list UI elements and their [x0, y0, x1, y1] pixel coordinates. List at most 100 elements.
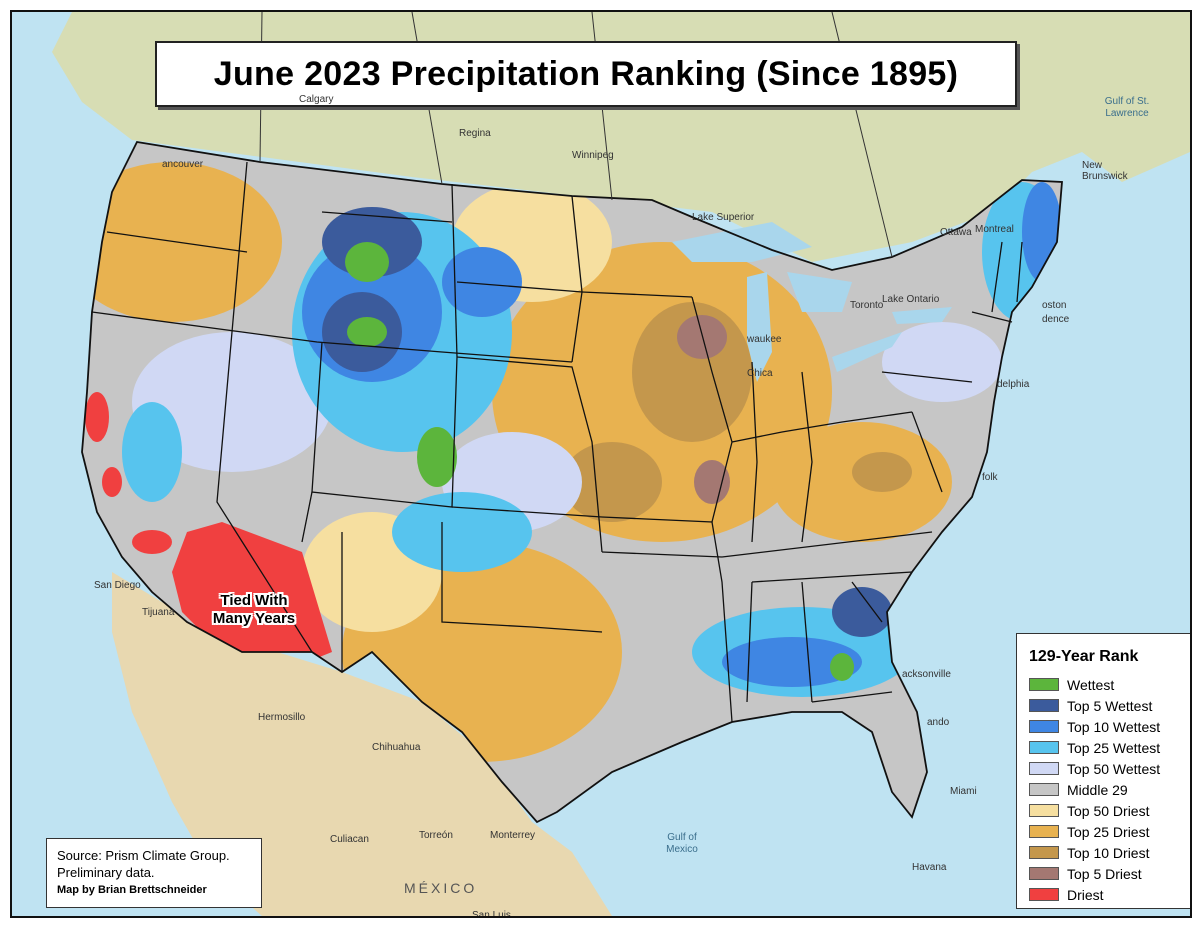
place-montreal: Montreal [975, 224, 1014, 235]
legend-label: Wettest [1067, 676, 1115, 693]
region-pacific-nw-dry [82, 162, 282, 322]
state-boundaries [81, 141, 1063, 824]
legend-label: Top 10 Driest [1067, 844, 1150, 861]
legend-swatch [1029, 825, 1059, 838]
region-arizona-driest [172, 522, 332, 672]
place-ottawa: Ottawa [940, 227, 972, 238]
legend-swatch [1029, 699, 1059, 712]
region-wyoming-wettest [347, 317, 387, 347]
lake-huron [787, 272, 852, 312]
legend-label: Top 50 Wettest [1067, 760, 1161, 777]
legend-item: Top 5 Wettest [1029, 695, 1160, 716]
source-line-2: Preliminary data. [57, 865, 155, 880]
legend-item: Top 50 Wettest [1029, 758, 1160, 779]
place-san-diego: San Diego [94, 580, 141, 591]
region-central-ca-driest [102, 467, 122, 497]
region-sd-10wet [442, 247, 522, 317]
place-lake-ontario: Lake Ontario [882, 294, 940, 305]
callout-line-2: Many Years [212, 610, 296, 627]
place-norfolk: folk [982, 472, 998, 483]
legend-label: Top 50 Driest [1067, 802, 1150, 819]
region-georgia-5wet [832, 587, 892, 637]
legend-item: Top 5 Driest [1029, 863, 1160, 884]
legend-swatch [1029, 783, 1059, 796]
place-boston: oston [1042, 300, 1067, 311]
rank-legend: 129-Year Rank Wettest Top 5 Wettest Top 10… [1016, 633, 1190, 909]
legend-label: Top 5 Wettest [1067, 697, 1153, 714]
place-winnipeg: Winnipeg [572, 150, 614, 161]
legend-item: Middle 29 [1029, 779, 1160, 800]
place-orlando: ando [927, 717, 950, 728]
place-torreon: Torreón [419, 830, 453, 841]
legend-swatch [1029, 867, 1059, 880]
place-san-luis: San Luis [472, 910, 511, 918]
region-ok-25wet [392, 492, 532, 572]
callout-line-1: Tied With [220, 592, 288, 609]
lake-michigan [747, 272, 772, 382]
source-credit: Map by Brian Brettschneider [57, 884, 207, 896]
legend-item: Top 25 Driest [1029, 821, 1160, 842]
legend-label: Top 10 Wettest [1067, 718, 1161, 735]
place-mexico: MÉXICO [404, 880, 478, 896]
place-miami: Miami [950, 786, 977, 797]
legend-swatch [1029, 888, 1059, 901]
place-havana: Havana [912, 862, 947, 873]
region-wv-10dry [852, 452, 912, 492]
place-regina: Regina [459, 128, 491, 139]
legend-title: 129-Year Rank [1029, 648, 1139, 665]
source-line-1: Source: Prism Climate Group. [57, 848, 230, 863]
source-box: Source: Prism Climate Group. Preliminary… [46, 838, 262, 908]
region-georgia-wettest [830, 653, 854, 681]
place-lake-superior: Lake Superior [692, 212, 755, 223]
legend-item: Top 25 Wettest [1029, 737, 1160, 758]
region-montana-wettest [345, 242, 389, 282]
place-culiacan: Culiacan [330, 834, 369, 845]
place-new-brunswick: New Brunswick [1082, 160, 1128, 182]
legend-items: Wettest Top 5 Wettest Top 10 Wettest Top 25… [1029, 674, 1160, 905]
legend-swatch [1029, 804, 1059, 817]
place-providence: dence [1042, 314, 1070, 325]
place-toronto: Toronto [850, 300, 884, 311]
legend-swatch [1029, 846, 1059, 859]
region-gulf-10wet [722, 637, 862, 687]
region-il-5dry [694, 460, 730, 504]
map-title: June 2023 Precipitation Ranking (Since 1… [213, 54, 959, 93]
place-chihuahua: Chihuahua [372, 742, 421, 753]
legend-label: Driest [1067, 886, 1104, 903]
legend-swatch [1029, 720, 1059, 733]
place-milwaukee: waukee [747, 334, 782, 345]
place-monterrey: Monterrey [490, 830, 536, 841]
legend-label: Top 25 Wettest [1067, 739, 1161, 756]
legend-item: Wettest [1029, 674, 1160, 695]
region-socal-driest [132, 530, 172, 554]
region-ca-25wet [122, 402, 182, 502]
place-gulf-of-mexico: Gulf of Mexico [666, 832, 698, 855]
place-jacksonville: acksonville [902, 669, 951, 680]
land-baja [132, 592, 242, 842]
rank-regions [82, 162, 1062, 762]
precipitation-map [12, 12, 1190, 916]
legend-swatch [1029, 678, 1059, 691]
region-nocal-driest [85, 392, 109, 442]
legend-label: Top 5 Driest [1067, 865, 1142, 882]
legend-swatch [1029, 741, 1059, 754]
map-frame: June 2023 Precipitation Ranking (Since 1… [10, 10, 1192, 918]
legend-item: Driest [1029, 884, 1160, 905]
legend-item: Top 10 Wettest [1029, 716, 1160, 737]
region-missouri-10dry [562, 442, 662, 522]
legend-label: Top 25 Driest [1067, 823, 1150, 840]
place-chicago: Chica [747, 368, 773, 379]
place-philadelphia: delphia [997, 379, 1030, 390]
legend-swatch [1029, 762, 1059, 775]
legend-label: Middle 29 [1067, 781, 1128, 798]
place-vancouver: ancouver [162, 159, 204, 170]
arizona-callout: Tied With Many Years [198, 592, 310, 628]
lake-erie [832, 332, 902, 372]
lake-ontario [892, 307, 952, 324]
place-tijuana: Tijuana [142, 607, 175, 618]
region-colorado-wettest [417, 427, 457, 487]
legend-item: Top 50 Driest [1029, 800, 1160, 821]
region-great-basin-50wet [132, 332, 332, 472]
place-hermosillo: Hermosillo [258, 712, 306, 723]
place-calgary: Calgary [299, 94, 334, 105]
